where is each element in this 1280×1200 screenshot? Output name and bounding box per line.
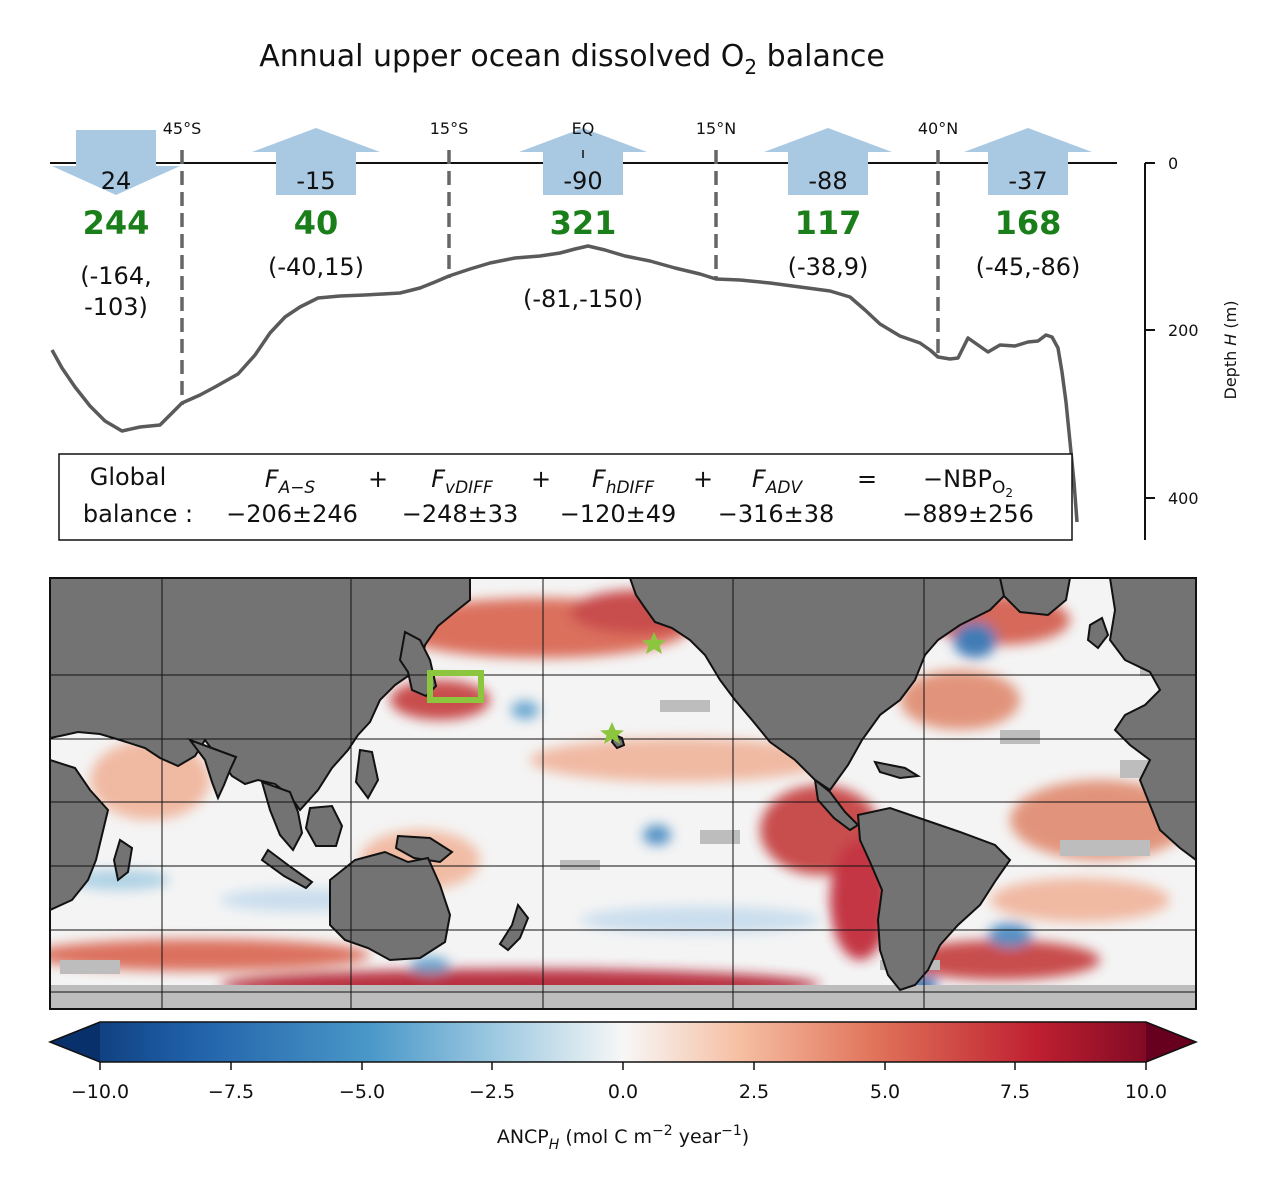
land-south-america — [856, 806, 1012, 992]
green-value-region-5: 168 — [995, 204, 1062, 242]
term-fhdiff-symbol: FhDIFF — [592, 465, 654, 498]
land-se-asia — [260, 780, 304, 852]
colorbar-tick-label: −10.0 — [71, 1081, 129, 1103]
range-region-1-line-2: -103) — [84, 293, 148, 321]
colorbar-tick-label: 7.5 — [1000, 1081, 1030, 1103]
colorbar-tick-label: 10.0 — [1125, 1081, 1167, 1103]
flux-arrow-up-region-3 — [519, 128, 647, 195]
term-fas-value: −206±246 — [226, 500, 358, 528]
range-region-5: (-45,-86) — [976, 253, 1081, 281]
kuroshio-region-box — [427, 670, 484, 703]
green-value-region-3: 321 — [550, 204, 617, 242]
range-region-2: (-40,15) — [268, 253, 364, 281]
colorbar-ticks — [99, 1062, 1147, 1070]
depth-tick-label-0: 0 — [1168, 154, 1178, 173]
colorbar-body — [50, 1022, 1196, 1062]
land-australia — [329, 850, 452, 962]
land-greenland — [998, 578, 1072, 617]
land-central-america — [813, 777, 860, 832]
green-value-region-4: 117 — [795, 204, 862, 242]
range-region-1-line-1: (-164, — [80, 262, 151, 290]
ocean-anomaly-field — [50, 578, 1196, 1009]
term-fadv-value: −316±38 — [718, 500, 835, 528]
term-fvdiff-value: −248±33 — [402, 500, 519, 528]
colorbar-tick-label: −2.5 — [469, 1081, 515, 1103]
green-value-region-1: 244 — [83, 204, 150, 242]
colorbar-tick-label: 0.0 — [608, 1081, 638, 1103]
term-fhdiff-value: −120±49 — [560, 500, 677, 528]
term-nbp-value: −889±256 — [902, 500, 1034, 528]
land-philippines — [354, 748, 380, 800]
flux-value-region-2: -15 — [296, 167, 335, 195]
lat-label-45s: 45°S — [163, 119, 202, 138]
station-aloha-star — [600, 722, 624, 744]
colorbar-tick-label: −5.0 — [339, 1081, 385, 1103]
depth-tick-label-400: 400 — [1168, 489, 1199, 508]
depth-profile-line — [50, 244, 1079, 523]
plus-sign-3: + — [693, 465, 713, 493]
flux-arrow-up-region-4 — [764, 128, 892, 195]
colorbar-label: ANCPH (mol C m−2 year−1) — [497, 1123, 749, 1153]
global-balance-label-line-1: Global — [90, 463, 167, 491]
plus-sign-2: + — [531, 465, 551, 493]
land-sumatra — [260, 848, 314, 890]
land-europe-africa — [1108, 578, 1196, 862]
land-masses — [50, 578, 1196, 992]
colorbar-tick-label: 5.0 — [870, 1081, 900, 1103]
colorbar-tick-label: 2.5 — [739, 1081, 769, 1103]
flux-value-region-3: -90 — [563, 167, 602, 195]
map-frame — [49, 577, 1197, 1010]
term-fadv-symbol: FADV — [752, 465, 804, 498]
plus-sign-1: + — [368, 465, 388, 493]
lat-label-15n: 15°N — [696, 119, 736, 138]
global-balance-box: Global balance : FA−S + FvDIFF + FhDIFF … — [58, 453, 1073, 541]
land-cuba — [873, 760, 922, 780]
range-region-3: (-81,-150) — [523, 285, 643, 313]
flux-value-region-1: 24 — [101, 167, 132, 195]
term-fvdiff-symbol: FvDIFF — [431, 465, 493, 498]
global-balance-label-line-2: balance : — [83, 500, 193, 528]
land-madagascar — [112, 838, 134, 882]
global-balance-frame — [58, 453, 1073, 541]
flux-value-region-5: -37 — [1008, 167, 1047, 195]
colorbar-extend-low — [50, 1022, 100, 1062]
range-region-4: (-38,9) — [788, 253, 869, 281]
flux-arrow-up-region-2 — [252, 128, 380, 195]
land-india — [187, 737, 238, 801]
depth-tick-label-200: 200 — [1168, 321, 1199, 340]
upper-ocean-schematic: 45°S 15°S EQ 15°N 40°N 24 -15 -90 -88 -3… — [50, 119, 1240, 540]
colorbar-tick-label: −7.5 — [208, 1081, 254, 1103]
colorbar-extend-high — [1146, 1022, 1196, 1062]
station-papa-star — [642, 632, 666, 654]
flux-value-region-4: -88 — [808, 167, 847, 195]
land-new-zealand — [498, 902, 530, 952]
land-new-guinea — [394, 834, 454, 864]
lat-label-eq: EQ — [572, 119, 595, 138]
land-africa — [50, 758, 110, 912]
ancp-map — [49, 577, 1197, 1010]
term-nbp-symbol: −NBPO2 — [923, 465, 1013, 500]
colorbar: −10.0 −7.5 −5.0 −2.5 0.0 2.5 5.0 7.5 10.… — [47, 1021, 1199, 1153]
land-borneo — [304, 804, 344, 847]
term-fas-symbol: FA−S — [265, 465, 316, 498]
map-graticule — [50, 578, 1196, 1009]
equals-sign: = — [857, 465, 877, 493]
flux-arrow-up-region-5 — [964, 128, 1092, 195]
depth-axis-label: Depth H (m) — [1221, 300, 1240, 399]
flux-arrow-down-region-1 — [52, 130, 180, 195]
lat-label-40n: 40°N — [918, 119, 958, 138]
lat-label-15s: 15°S — [430, 119, 469, 138]
figure-title: Annual upper ocean dissolved O2 balance — [259, 39, 885, 79]
land-british-isles — [1086, 616, 1110, 650]
green-value-region-2: 40 — [294, 204, 339, 242]
